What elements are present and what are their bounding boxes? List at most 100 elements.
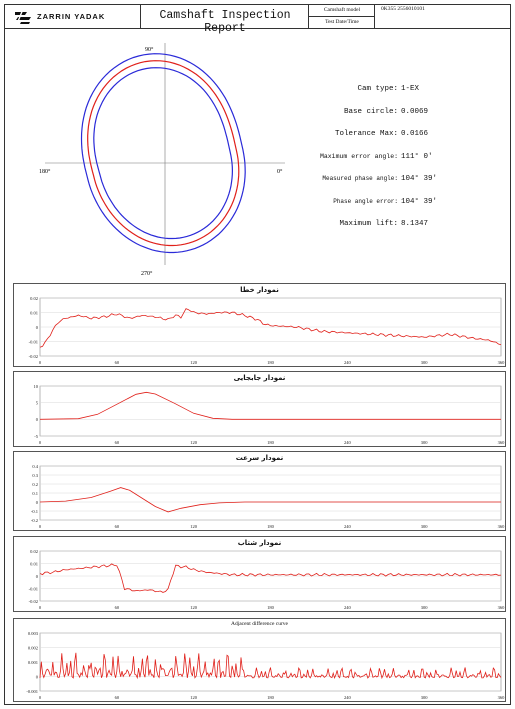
x-tick-label: 120 [190,605,198,610]
info-key: Base circle: [343,107,398,116]
acceleration-chart-panel: نمودار شتاب 0.02 0.01 0 -0.01 -0.02 0 60 120 180… [13,536,506,612]
cam-profile-polar-plot: 90° 180° 0° 270° [39,43,285,277]
info-row-base-circle: Base circle: 0.0069 [5,108,510,118]
x-tick-label: 360 [498,360,506,365]
y-tick-label: -0.01 [29,586,38,591]
y-tick-label: 0.02 [30,296,38,301]
y-tick-label: 5 [36,400,39,405]
x-tick-label: 180 [267,695,275,700]
data-series-line [39,391,501,420]
x-tick-label: 240 [344,524,352,529]
y-tick-label: -5 [34,434,38,439]
y-tick-label: 0.01 [30,310,38,315]
x-tick-label: 360 [498,605,506,610]
y-tick-label: 0.3 [32,473,38,478]
y-tick-label: 0.2 [32,482,38,487]
x-tick-label: 240 [344,605,352,610]
info-value: 8.1347 [401,220,429,228]
x-tick-label: 300 [421,695,429,700]
y-tick-label: -0.001 [26,689,38,694]
y-tick-label: -0.02 [29,599,38,604]
report-header: ZARRIN YADAK Camshaft Inspection Report … [5,5,510,35]
chart-title: نمودار شتاب [237,539,282,547]
y-tick-label: 0 [36,500,39,505]
velocity-chart-panel: نمودار سرعت 0.4 0.3 0.2 0.1 0 -0.1 -0.2 0 60 120 1… [13,451,506,531]
angle-label-0: 0° [277,168,283,175]
info-key: Tolerance Max: [334,130,398,138]
x-tick-label: 360 [498,440,506,445]
upper-tolerance-curve [80,53,246,254]
data-series-line [39,308,502,348]
error-chart-panel: نمودار خطا 0.02 0.01 0 -0.01 -0.02 0 60 120 180 2… [13,283,506,367]
info-value: 1-EX [401,85,420,93]
y-tick-label: 0.01 [30,561,38,566]
info-key: Maximum lift: [339,220,398,228]
acceleration-chart: 0.020.010-0.01-0.020 60 120 180 240 300 360 [29,549,506,610]
angle-label-270: 270° [141,270,153,277]
displacement-chart-panel: نمودار جابجایی 10 5 0 -5 0 60 120 180 240 300 360 [13,371,506,447]
x-tick-label: 240 [344,695,352,700]
x-tick-label: 240 [344,440,352,445]
y-tick-label: -0.1 [31,509,38,514]
x-tick-label: 0 [39,524,42,529]
info-value: 111° 0' [401,152,433,161]
report-title: Camshaft Inspection Report [159,9,291,35]
chart-title: Adjacent difference curve [230,621,288,627]
camshaft-model-label: Camshaft model [309,5,375,17]
y-tick-label: 0 [36,417,39,422]
info-key: Phase angle error: [333,197,398,205]
x-tick-label: 0 [39,605,42,610]
test-date-label: Test Date/Time [325,18,359,25]
x-tick-label: 60 [115,524,120,529]
data-series-line [39,563,502,593]
x-tick-label: 240 [344,360,352,365]
info-value: 0.0069 [401,107,429,116]
y-tick-label: -0.2 [31,518,38,523]
measured-profile-curve [87,60,240,247]
angle-label-180: 180° [39,168,51,175]
meta-value-cell: 0K355 2556010101 [375,5,510,28]
info-row-measured-phase-angle: Measured phase angle: 104° 39' [5,175,510,185]
chart-title: نمودار خطا [240,286,279,294]
x-tick-label: 0 [39,695,42,700]
info-row-maximum-lift: Maximum lift: 8.1347 [5,220,510,230]
y-tick-label: -0.01 [29,339,38,344]
title-cell: Camshaft Inspection Report [141,5,309,35]
y-tick-label: 0.001 [28,660,38,665]
y-tick-label: 0.002 [28,645,38,650]
info-row-cam-type: Cam type: 1-EX [5,85,510,95]
info-value: 0.0166 [401,130,429,138]
info-key: Maximum error angle: [319,152,398,160]
y-tick-label: 0.4 [32,464,38,469]
x-tick-label: 60 [115,695,120,700]
x-tick-label: 360 [498,695,506,700]
y-tick-label: 10 [34,384,39,389]
y-tick-label: 0 [36,574,39,579]
y-tick-label: 0 [36,325,39,330]
info-row-max-error-angle: Maximum error angle: 111° 0' [5,153,510,163]
lower-tolerance-curve [93,67,234,240]
info-value: 104° 39' [401,175,438,183]
info-key: Measured phase angle: [322,175,398,182]
x-tick-label: 120 [190,695,198,700]
logo-cell: ZARRIN YADAK [5,5,141,28]
y-tick-label: 0.02 [30,549,38,554]
y-tick-label: 0.003 [28,631,39,636]
info-row-tolerance-max: Tolerance Max: 0.0166 [5,130,510,140]
angle-label-90: 90° [145,46,154,53]
adjacent-difference-panel: Adjacent difference curve 0.003 0.002 0.00… [13,618,506,702]
info-key: Cam type: [357,85,398,93]
x-tick-label: 180 [267,360,275,365]
info-value: 104° 39' [401,197,438,206]
company-logo-icon [15,9,31,24]
y-tick-label: 0.1 [32,491,38,496]
chart-title: نمودار سرعت [235,454,284,462]
y-tick-label: -0.02 [29,354,38,359]
camshaft-model-value: 0K355 2556010101 [381,6,425,12]
x-tick-label: 300 [421,360,429,365]
x-tick-label: 300 [421,440,429,445]
x-tick-label: 300 [421,524,429,529]
chart-title: نمودار جابجایی [233,374,286,382]
info-row-phase-angle-error: Phase angle error: 104° 39' [5,198,510,208]
